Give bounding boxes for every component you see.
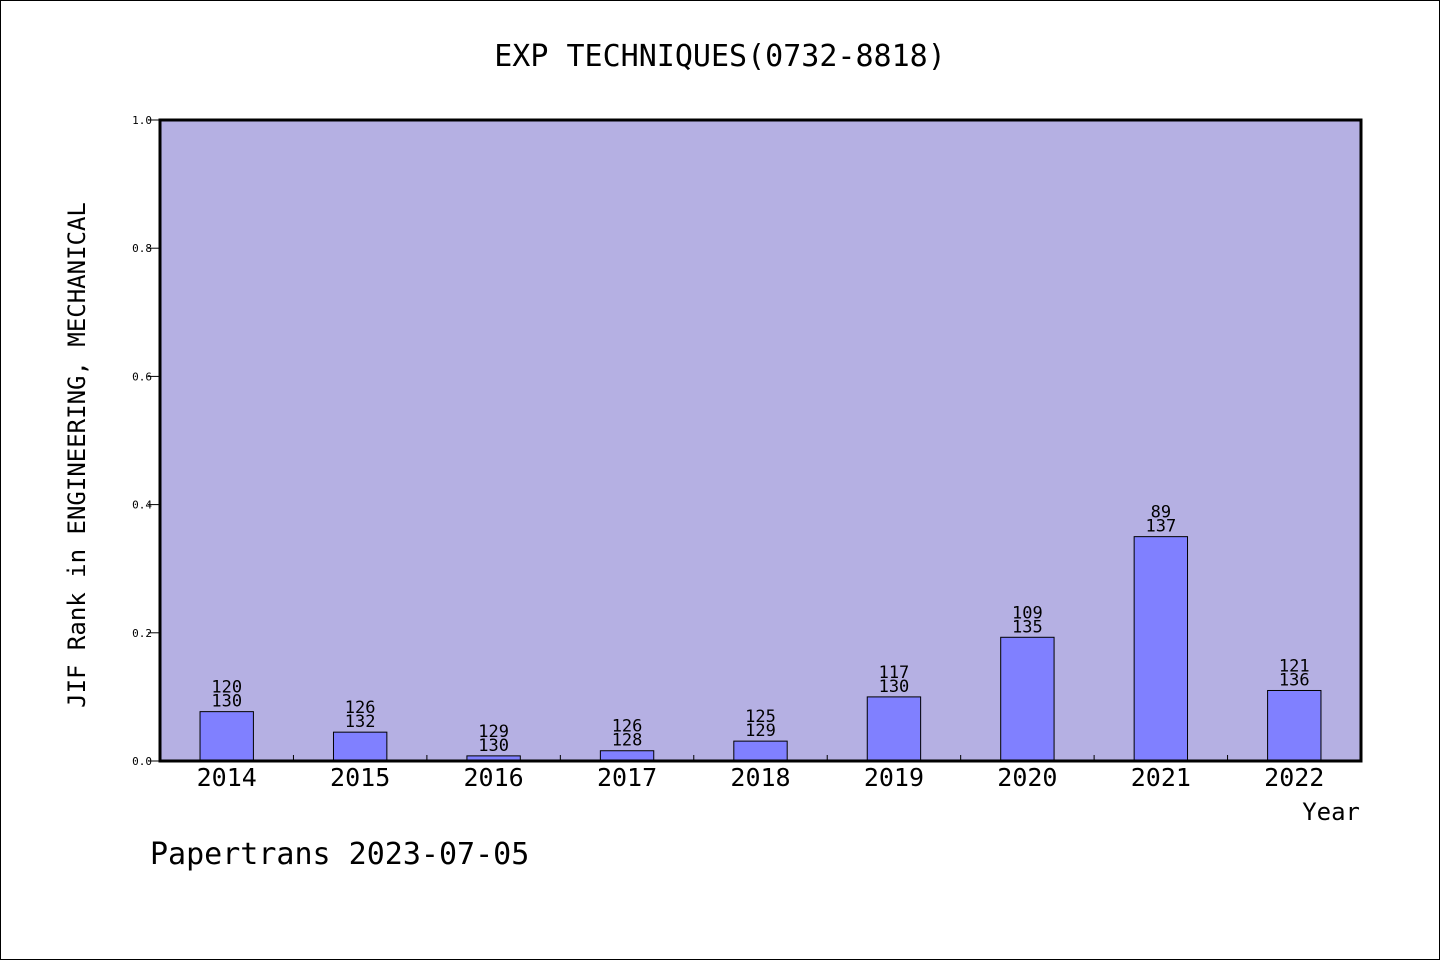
x-tick-label: 2017 bbox=[597, 763, 657, 792]
data-label-rank: 109 bbox=[1012, 603, 1043, 623]
data-label-total: 130 bbox=[211, 692, 242, 712]
y-tick-label: 0.6 bbox=[132, 370, 152, 383]
bar bbox=[1267, 689, 1322, 762]
x-tick-label: 2019 bbox=[864, 763, 924, 792]
data-label-total: 137 bbox=[1145, 517, 1176, 537]
x-tick-label: 2018 bbox=[730, 763, 790, 792]
data-label-rank: 126 bbox=[612, 717, 643, 737]
x-tick-label: 2021 bbox=[1131, 763, 1191, 792]
data-label-total: 130 bbox=[879, 677, 910, 697]
data-label-total: 129 bbox=[745, 721, 776, 741]
data-label-rank: 126 bbox=[345, 698, 376, 718]
data-label-total: 130 bbox=[478, 736, 509, 756]
data-label-rank: 117 bbox=[879, 663, 910, 683]
bar bbox=[733, 740, 788, 762]
x-tick-label: 2020 bbox=[997, 763, 1057, 792]
y-tick-label: 1.0 bbox=[132, 114, 152, 127]
plot-frame bbox=[158, 118, 1363, 763]
y-tick-label: 0.0 bbox=[132, 755, 152, 768]
data-label-total: 132 bbox=[345, 712, 376, 732]
data-label-rank: 121 bbox=[1279, 656, 1310, 676]
y-tick-label: 0.8 bbox=[132, 242, 152, 255]
x-axis-label: Year bbox=[1302, 798, 1360, 826]
x-tick-label: 2016 bbox=[464, 763, 524, 792]
data-label-rank: 89 bbox=[1151, 503, 1171, 523]
bars-layer bbox=[199, 536, 1322, 762]
data-label-total: 136 bbox=[1279, 670, 1310, 690]
chart-title: EXP TECHNIQUES(0732-8818) bbox=[494, 39, 946, 74]
y-tick-label: 0.4 bbox=[132, 499, 152, 512]
bar bbox=[866, 696, 922, 762]
y-tick-label: 0.2 bbox=[132, 627, 152, 640]
bar bbox=[1133, 536, 1189, 762]
data-label-total: 128 bbox=[612, 731, 643, 751]
x-tick-label: 2015 bbox=[330, 763, 390, 792]
bar bbox=[199, 711, 254, 762]
y-axis: 0.0 0.2 0.4 0.6 0.8 1.0 bbox=[132, 114, 160, 768]
y-axis-label: JIF Rank in ENGINEERING, MECHANICAL bbox=[63, 202, 91, 708]
data-label-rank: 120 bbox=[211, 678, 242, 698]
x-axis: 2014 2015 2016 2017 2018 2019 2020 2021 2022 bbox=[197, 755, 1324, 792]
x-tick-label: 2014 bbox=[197, 763, 257, 792]
footer-watermark: Papertrans 2023-07-05 bbox=[150, 837, 529, 872]
data-label-rank: 125 bbox=[745, 707, 776, 727]
data-label-rank: 129 bbox=[478, 722, 509, 742]
bar bbox=[332, 731, 388, 762]
data-label-total: 135 bbox=[1012, 617, 1043, 637]
bar bbox=[599, 750, 655, 762]
bar bbox=[1000, 636, 1055, 762]
x-tick-label: 2022 bbox=[1264, 763, 1324, 792]
